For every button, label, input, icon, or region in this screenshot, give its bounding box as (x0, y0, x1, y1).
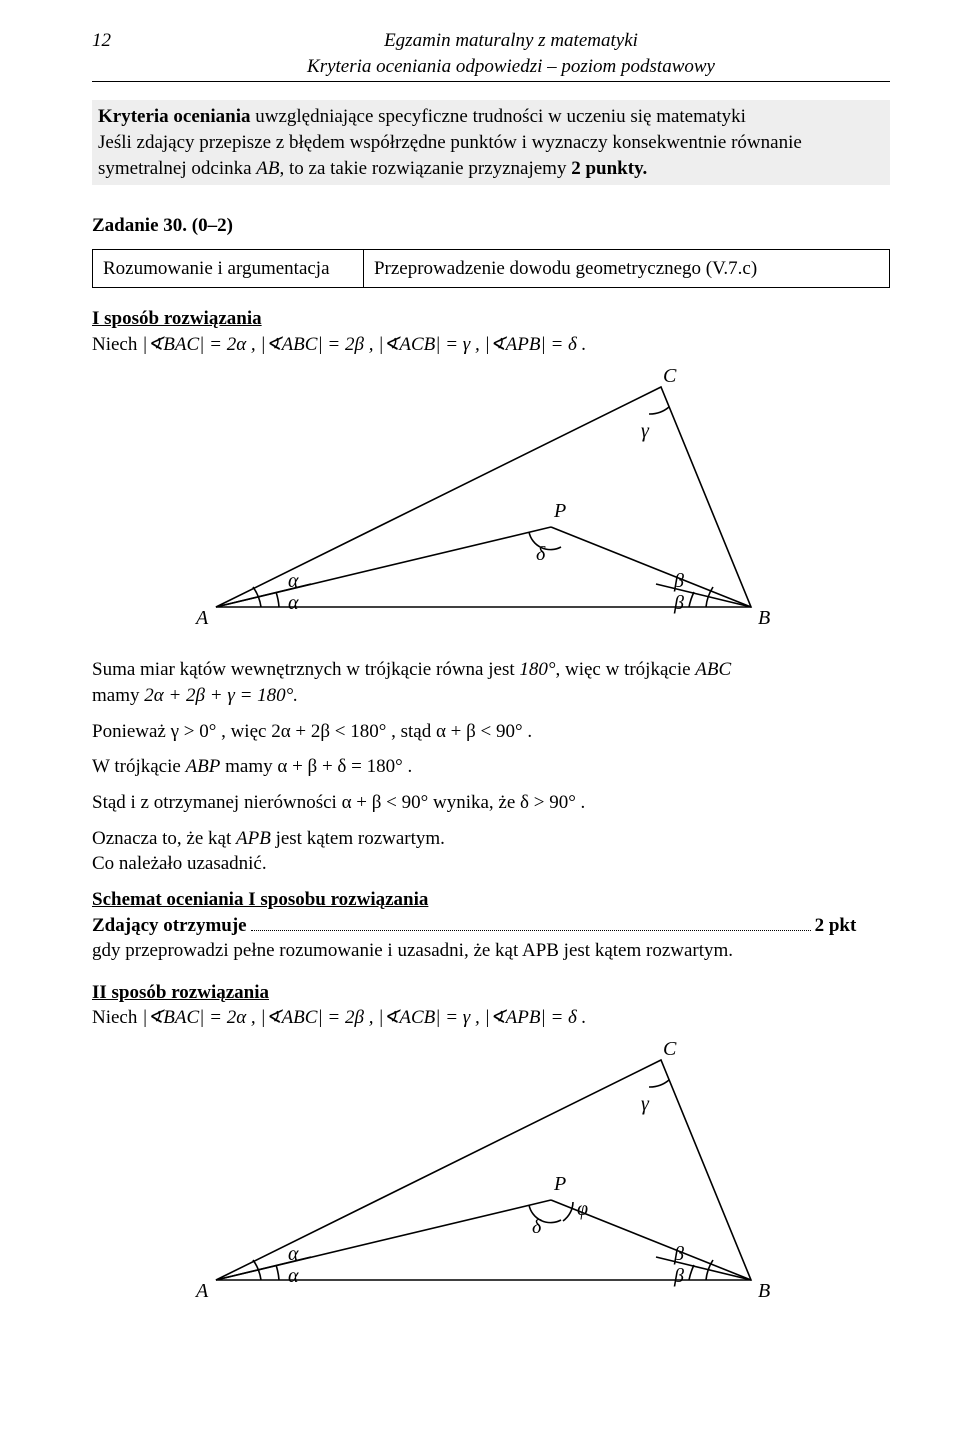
solution-2-head: II sposób rozwiązania (92, 980, 890, 1006)
svg-text:α: α (288, 1265, 299, 1287)
criteria-box: Kryteria oceniania uwzględniające specyf… (92, 100, 890, 185)
svg-text:α: α (288, 592, 299, 614)
svg-text:β: β (673, 1243, 684, 1265)
sol2-equation: |∢BAC| = 2α , |∢ABC| = 2β , |∢ACB| = γ ,… (142, 1007, 586, 1028)
svg-text:α: α (288, 1243, 299, 1265)
explain-3: W trójkącie ABP mamy α + β + δ = 180° . (92, 754, 890, 780)
page-number: 12 (92, 28, 132, 54)
svg-text:P: P (553, 500, 566, 522)
explain-1: Suma miar kątów wewnętrznych w trójkącie… (92, 657, 890, 708)
solution-1-head: I sposób rozwiązania (92, 306, 890, 332)
svg-text:β: β (673, 592, 684, 614)
triangle-1-figure: A B C P α α β β γ δ (92, 362, 890, 640)
explain-5: Oznacza to, że kąt APB jest kątem rozwar… (92, 826, 890, 877)
zdajacy-label: Zdający otrzymuje (92, 913, 247, 939)
criteria-body-2: , to za takie rozwiązanie przyznajemy (280, 158, 572, 179)
svg-text:P: P (553, 1173, 566, 1195)
scoring-line: Zdający otrzymuje 2 pkt (92, 913, 890, 939)
svg-text:B: B (758, 607, 770, 629)
svg-text:C: C (663, 365, 677, 387)
svg-text:β: β (673, 570, 684, 592)
svg-text:A: A (194, 607, 209, 629)
scoring-title: Schemat oceniania I sposobu rozwiązania (92, 887, 890, 913)
svg-text:γ: γ (641, 1093, 650, 1115)
svg-text:α: α (288, 570, 299, 592)
svg-text:δ: δ (532, 1216, 542, 1238)
svg-text:φ: φ (577, 1198, 588, 1220)
svg-text:C: C (663, 1038, 677, 1060)
criteria-title: Kryteria oceniania (98, 106, 255, 127)
criteria-title-cont: uwzględniające specyficzne trudności w u… (255, 106, 746, 127)
svg-text:γ: γ (641, 420, 650, 442)
explain-4: Stąd i z otrzymanej nierówności α + β < … (92, 790, 890, 816)
header-title-1: Egzamin maturalny z matematyki (132, 28, 890, 54)
task-cell-2: Przeprowadzenie dowodu geometrycznego (V… (363, 249, 889, 288)
solution-1-let: Niech |∢BAC| = 2α , |∢ABC| = 2β , |∢ACB|… (92, 332, 890, 358)
page-header: 12 Egzamin maturalny z matematyki Kryter… (92, 28, 890, 82)
explain-2: Ponieważ γ > 0° , więc 2α + 2β < 180° , … (92, 719, 890, 745)
header-title-2: Kryteria oceniania odpowiedzi – poziom p… (132, 54, 890, 80)
sol1-equation: |∢BAC| = 2α , |∢ABC| = 2β , |∢ACB| = γ ,… (142, 334, 586, 355)
task-cell-1: Rozumowanie i argumentacja (93, 249, 364, 288)
svg-text:A: A (194, 1280, 209, 1302)
scoring-body: gdy przeprowadzi pełne rozumowanie i uza… (92, 938, 890, 964)
svg-text:B: B (758, 1280, 770, 1302)
solution-2-let: Niech |∢BAC| = 2α , |∢ABC| = 2β , |∢ACB|… (92, 1005, 890, 1031)
svg-text:β: β (673, 1265, 684, 1287)
criteria-points: 2 punkty. (571, 158, 647, 179)
svg-text:δ: δ (536, 543, 546, 565)
triangle-2-figure: A B C P α α β β γ δ φ (92, 1035, 890, 1313)
scoring-points: 2 pkt (815, 913, 857, 939)
task-table: Rozumowanie i argumentacja Przeprowadzen… (92, 249, 890, 289)
task-heading: Zadanie 30. (0–2) (92, 213, 890, 239)
dots-icon (251, 930, 811, 931)
ab-italic: AB (256, 158, 279, 179)
